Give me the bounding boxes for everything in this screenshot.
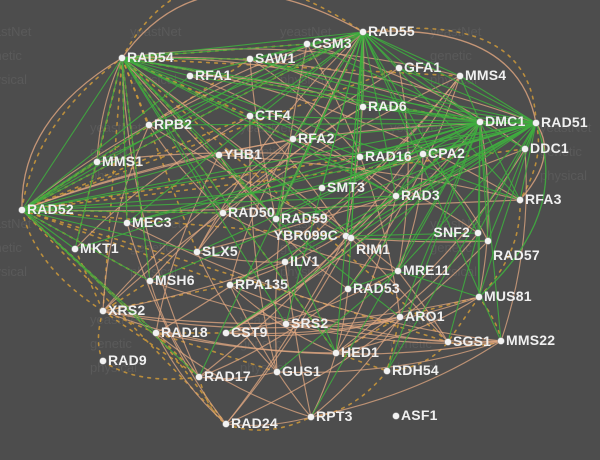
svg-text:genetic: genetic [90,336,132,351]
svg-text:genetic: genetic [0,48,22,63]
svg-text:physical: physical [0,264,27,279]
svg-text:genetic: genetic [0,240,22,255]
svg-text:physical: physical [540,168,587,183]
svg-text:yeastNet: yeastNet [130,24,182,39]
svg-text:yeastNet: yeastNet [0,216,32,231]
svg-text:physical: physical [0,72,27,87]
svg-text:yeastNet: yeastNet [0,24,32,39]
